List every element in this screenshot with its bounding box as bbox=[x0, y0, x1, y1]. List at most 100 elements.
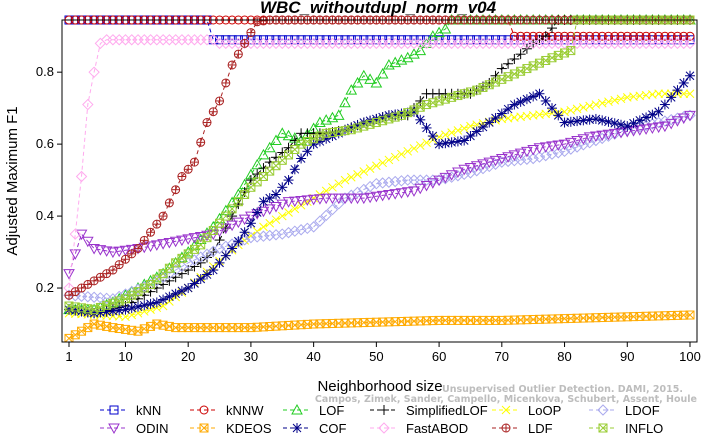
data-point-odin bbox=[633, 125, 646, 136]
data-point-odin bbox=[571, 136, 583, 147]
data-point-odin bbox=[502, 152, 514, 163]
legend-item-knnw: kNNW bbox=[190, 403, 264, 418]
data-point-ldf bbox=[183, 164, 193, 174]
data-point-odin bbox=[144, 241, 157, 253]
x-tick-label: 1 bbox=[65, 349, 72, 364]
y-tick-label: 0.4 bbox=[36, 208, 54, 223]
data-point-ldof bbox=[508, 154, 521, 167]
series-inflo bbox=[64, 15, 695, 315]
data-point-knn bbox=[265, 35, 275, 45]
data-point-loop bbox=[290, 204, 300, 214]
data-point-cof bbox=[220, 250, 231, 261]
data-point-cof bbox=[183, 283, 194, 294]
data-point-odin bbox=[257, 206, 270, 218]
data-point-simplifiedlof bbox=[233, 199, 244, 210]
data-point-cof bbox=[484, 117, 495, 128]
data-point-loop bbox=[597, 98, 607, 108]
data-point-ldof bbox=[383, 176, 395, 188]
data-point-ldof bbox=[571, 141, 583, 153]
data-point-ldof bbox=[351, 186, 364, 199]
data-point-lof bbox=[414, 44, 427, 56]
data-point-odin bbox=[301, 195, 314, 206]
x-tick-label: 80 bbox=[557, 349, 571, 364]
data-point-lof bbox=[420, 37, 433, 48]
data-point-knn bbox=[378, 35, 388, 45]
data-point-simplifiedlof bbox=[496, 63, 507, 74]
data-point-inflo bbox=[547, 53, 557, 63]
data-point-inflo bbox=[509, 69, 519, 79]
data-point-loop bbox=[654, 89, 663, 99]
data-point-ldf bbox=[108, 265, 118, 275]
data-point-odin bbox=[169, 236, 182, 248]
data-point-odin bbox=[608, 128, 621, 140]
data-point-inflo bbox=[265, 166, 275, 176]
data-point-knn bbox=[258, 35, 268, 45]
data-point-odin bbox=[182, 234, 195, 245]
data-point-ldf bbox=[240, 38, 250, 48]
data-point-cof bbox=[264, 193, 275, 204]
data-point-ldof bbox=[558, 145, 571, 158]
data-point-cof bbox=[302, 146, 313, 157]
data-point-ldof bbox=[251, 231, 263, 243]
data-point-loop bbox=[610, 95, 620, 105]
data-point-odin bbox=[665, 118, 678, 130]
data-point-ldf bbox=[120, 254, 130, 264]
data-point-lof bbox=[332, 109, 345, 120]
legend-marker-odin bbox=[108, 423, 120, 434]
data-point-knnw bbox=[635, 31, 645, 41]
data-point-knnw bbox=[622, 31, 632, 41]
data-point-ldof bbox=[483, 160, 495, 173]
data-point-cof bbox=[597, 115, 608, 126]
data-point-cof bbox=[609, 118, 620, 129]
data-point-cof bbox=[189, 278, 200, 289]
data-point-cof bbox=[534, 88, 545, 99]
data-point-cof bbox=[590, 113, 601, 124]
data-point-cof bbox=[465, 131, 476, 142]
data-point-knn bbox=[384, 35, 394, 45]
data-point-odin bbox=[276, 199, 289, 211]
data-point-ldf bbox=[127, 249, 137, 259]
data-point-cof bbox=[133, 301, 143, 312]
chart-title: WBC_withoutdupl_norm_v04 bbox=[260, 0, 497, 17]
data-point-simplifiedlof bbox=[189, 261, 200, 272]
legend-item-simplifiedlof: SimplifiedLOF bbox=[370, 403, 488, 418]
data-point-loop bbox=[133, 308, 143, 318]
data-point-lof bbox=[439, 22, 452, 34]
data-point-loop bbox=[346, 172, 356, 182]
data-point-loop bbox=[127, 310, 137, 320]
x-tick-label: 30 bbox=[244, 349, 258, 364]
data-point-fastabod bbox=[88, 66, 100, 78]
data-point-knnw bbox=[566, 31, 576, 41]
data-point-ldof bbox=[314, 215, 326, 227]
data-point-odin bbox=[684, 110, 696, 122]
data-point-odin bbox=[163, 237, 176, 249]
data-point-simplifiedlof bbox=[176, 268, 187, 279]
data-point-knn bbox=[440, 35, 450, 45]
data-point-inflo bbox=[516, 66, 526, 76]
y-axis: 0.2 0.4 0.6 0.8 bbox=[36, 64, 62, 295]
data-point-ldof bbox=[301, 222, 314, 235]
data-point-ldof bbox=[540, 149, 552, 162]
data-point-ldf bbox=[158, 211, 168, 221]
data-point-lof bbox=[270, 134, 282, 146]
data-point-loop bbox=[284, 208, 293, 217]
data-point-loop bbox=[679, 89, 689, 99]
data-point-loop bbox=[685, 89, 695, 99]
data-point-ldof bbox=[376, 177, 389, 189]
legend: kNN kNNW LOF SimplifiedLOF LoOP LDOF ODIN KDEOS… bbox=[100, 403, 663, 434]
data-point-odin bbox=[596, 130, 609, 142]
data-point-knnw bbox=[616, 31, 626, 41]
data-point-kdeos bbox=[685, 310, 695, 320]
x-axis-label: Neighborhood size bbox=[317, 378, 442, 395]
data-point-loop bbox=[459, 123, 469, 133]
data-point-ldof bbox=[232, 236, 245, 248]
legend-item-ldof: LDOF bbox=[589, 403, 660, 418]
data-point-cof bbox=[471, 126, 482, 137]
data-point-inflo bbox=[196, 240, 206, 250]
data-point-odin bbox=[364, 192, 376, 204]
data-point-knnw bbox=[522, 31, 532, 41]
legend-item-kdeos: KDEOS bbox=[190, 421, 272, 434]
legend-item-lof: LOF bbox=[283, 403, 344, 418]
data-point-lof bbox=[376, 67, 389, 79]
data-point-odin bbox=[546, 141, 558, 152]
